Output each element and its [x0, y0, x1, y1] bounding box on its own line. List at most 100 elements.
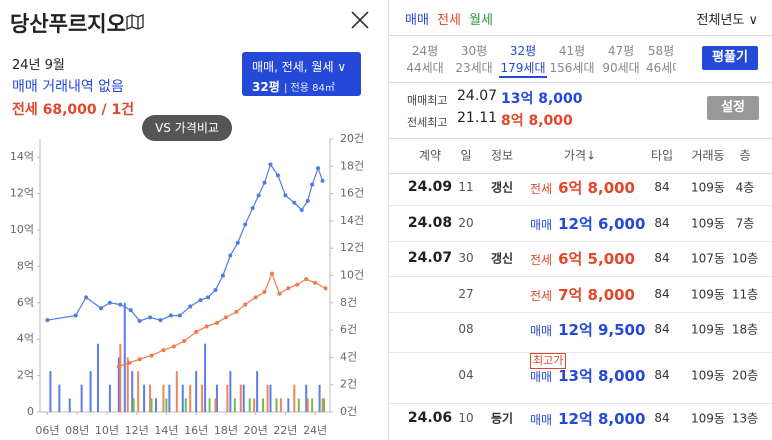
type-tab[interactable]: 매매 [405, 13, 429, 28]
size-units: 44세대 [406, 61, 444, 75]
price-point [313, 280, 318, 285]
price-point [283, 193, 288, 198]
record-price: 13억 8,000 [501, 91, 583, 107]
price-point [45, 318, 50, 323]
detail-panel: 매매 전세 월세 전체년도 ∨ 24평 44세대 30평 23세대 32평 179세대 41평 156… [389, 0, 772, 440]
price-point [98, 306, 103, 311]
filter-area: 전용 84㎡ [290, 83, 335, 94]
row-date: 24.09 [407, 179, 453, 195]
row-price-value: 6억 5,000 [558, 250, 635, 268]
price-point [161, 348, 166, 353]
volume-bar [323, 398, 326, 412]
row-floor: 20층 [731, 368, 759, 383]
volume-bar [89, 371, 92, 412]
sale-summary: 매매 거래내역 없음 [12, 79, 124, 95]
size-tab[interactable]: 58평 46세대 [646, 42, 676, 76]
price-point [262, 289, 267, 294]
column-header: 타입 [650, 148, 674, 163]
price-point [127, 360, 132, 365]
close-button[interactable] [350, 10, 370, 30]
column-header: 거래동 [691, 148, 725, 163]
y2-tick-label: 0건 [340, 405, 357, 418]
price-point [168, 313, 173, 318]
price-point [148, 315, 153, 320]
size-tab[interactable]: 30평 23세대 [450, 42, 498, 76]
volume-bar [275, 398, 278, 412]
volume-bar [119, 343, 122, 412]
volume-bar [306, 398, 309, 412]
price-point [158, 318, 163, 323]
volume-bar [168, 384, 171, 412]
price-point [206, 295, 211, 300]
row-price-value: 13억 8,000 [558, 367, 646, 385]
row-price: 전세 6억 8,000 [530, 177, 635, 198]
volume-bar [256, 371, 259, 412]
volume-bar [253, 398, 256, 412]
row-floor: 11층 [731, 287, 759, 302]
row-floor: 13층 [731, 411, 759, 426]
volume-bar [80, 384, 83, 412]
row-day: 11 [458, 180, 474, 194]
y-tick-label: 10억 [10, 223, 34, 236]
price-point [188, 304, 193, 309]
row-price: 매매 12억 6,000 [530, 213, 645, 234]
price-point [220, 273, 225, 278]
volume-bar [184, 398, 187, 412]
settings-button[interactable]: 설정 [707, 96, 759, 120]
y2-tick-label: 8건 [340, 296, 357, 309]
price-point [116, 364, 121, 369]
y2-tick-label: 12건 [340, 241, 364, 254]
volume-bar [137, 371, 140, 412]
compare-button[interactable]: VS 가격비교 [142, 115, 232, 141]
type-tab[interactable]: 전세 [437, 13, 461, 28]
row-dong: 109동 [691, 180, 725, 195]
price-point [194, 329, 199, 334]
row-price: 전세 7억 8,000 [530, 284, 635, 305]
row-badge: 최고가 [530, 353, 567, 369]
y-tick-label: 4억 [17, 332, 34, 345]
price-point [310, 182, 315, 187]
size-label: 41평 [558, 44, 586, 58]
row-type: 84 [654, 251, 670, 265]
column-header: 일 [460, 148, 472, 163]
volume-bar [108, 384, 111, 412]
type-tab[interactable]: 월세 [469, 13, 493, 28]
size-tab[interactable]: 32평 179세대 [499, 42, 547, 76]
price-point [253, 295, 258, 300]
size-tab[interactable]: 47평 90세대 [597, 42, 645, 76]
size-units: 23세대 [455, 61, 493, 75]
row-price-value: 7억 8,000 [558, 286, 635, 304]
volume-bar [126, 357, 129, 412]
price-point [137, 319, 142, 323]
size-tab[interactable]: 41평 156세대 [548, 42, 596, 76]
filter-button[interactable]: 매매, 전세, 월세 ∨ 32평 | 전용 84㎡ [242, 52, 361, 96]
volume-bar [155, 398, 157, 412]
row-kind: 매매 [530, 324, 553, 338]
y2-tick-label: 20건 [340, 132, 364, 145]
spread-button[interactable]: 평풀기 [702, 46, 758, 70]
tab-border [389, 35, 772, 36]
divider [388, 0, 389, 440]
row-price: 전세 6억 5,000 [530, 248, 635, 269]
month: 24년 9월 [12, 58, 65, 73]
price-point [228, 253, 233, 258]
row-border [389, 240, 772, 242]
map-icon[interactable] [126, 14, 144, 30]
row-info: 등기 [490, 411, 514, 426]
row-dong: 109동 [691, 411, 725, 426]
volume-bar [175, 371, 178, 412]
price-point [262, 180, 267, 185]
price-point [171, 344, 176, 349]
volume-bar [68, 398, 71, 412]
volume-bar [233, 398, 236, 412]
row-kind: 전세 [530, 253, 553, 267]
volume-bar [248, 398, 251, 412]
price-point [277, 291, 282, 296]
price-point [84, 295, 89, 300]
volume-bar [49, 371, 52, 412]
price-point [256, 193, 261, 198]
size-tab[interactable]: 24평 44세대 [401, 42, 449, 76]
row-type: 84 [654, 287, 670, 301]
volume-bar [266, 384, 269, 412]
filter-types: 매매, 전세, 월세 [252, 60, 334, 74]
